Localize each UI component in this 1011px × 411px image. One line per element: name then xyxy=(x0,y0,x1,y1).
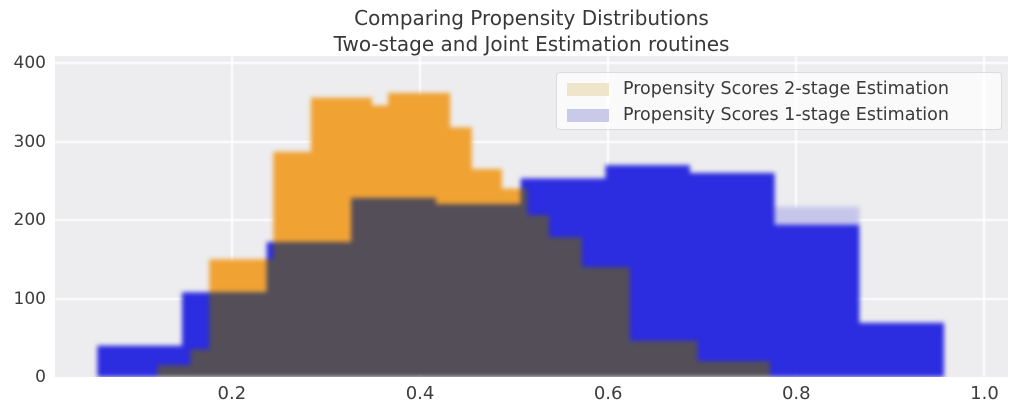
gridline-horizontal xyxy=(55,140,1008,143)
legend-swatch-2stage xyxy=(567,83,609,96)
x-tick-label-0.6: 0.6 xyxy=(593,383,623,404)
legend-item-1stage: Propensity Scores 1-stage Estimation xyxy=(557,102,1001,128)
x-tick-label-0.4: 0.4 xyxy=(405,383,435,404)
histogram-layers xyxy=(97,92,944,377)
hist-overlap xyxy=(157,188,770,377)
gridline-vertical xyxy=(983,56,986,377)
gridline-vertical xyxy=(230,56,233,377)
x-tick-label-0.2: 0.2 xyxy=(217,383,247,404)
chart-title: Comparing Propensity Distributions Two-s… xyxy=(55,5,1008,57)
legend-swatch-1stage xyxy=(567,109,609,122)
gridline-horizontal xyxy=(55,62,1008,65)
y-tick-label-100: 100 xyxy=(13,288,46,309)
x-tick-label-1.0: 1.0 xyxy=(970,383,999,404)
legend-item-2stage: Propensity Scores 2-stage Estimation xyxy=(557,76,1001,102)
legend-label-2stage: Propensity Scores 2-stage Estimation xyxy=(623,79,949,99)
y-tick-label-400: 400 xyxy=(13,53,46,74)
chart-title-line1: Comparing Propensity Distributions xyxy=(354,6,709,30)
legend-box: Propensity Scores 2-stage Estimation Pro… xyxy=(556,72,1002,130)
y-tick-label-300: 300 xyxy=(13,131,46,152)
x-tick-label-0.8: 0.8 xyxy=(781,383,811,404)
y-tick-label-200: 200 xyxy=(13,210,46,231)
y-tick-label-0: 0 xyxy=(35,367,46,387)
chart-title-line2: Two-stage and Joint Estimation routines xyxy=(333,32,730,56)
legend-label-1stage: Propensity Scores 1-stage Estimation xyxy=(623,105,949,125)
